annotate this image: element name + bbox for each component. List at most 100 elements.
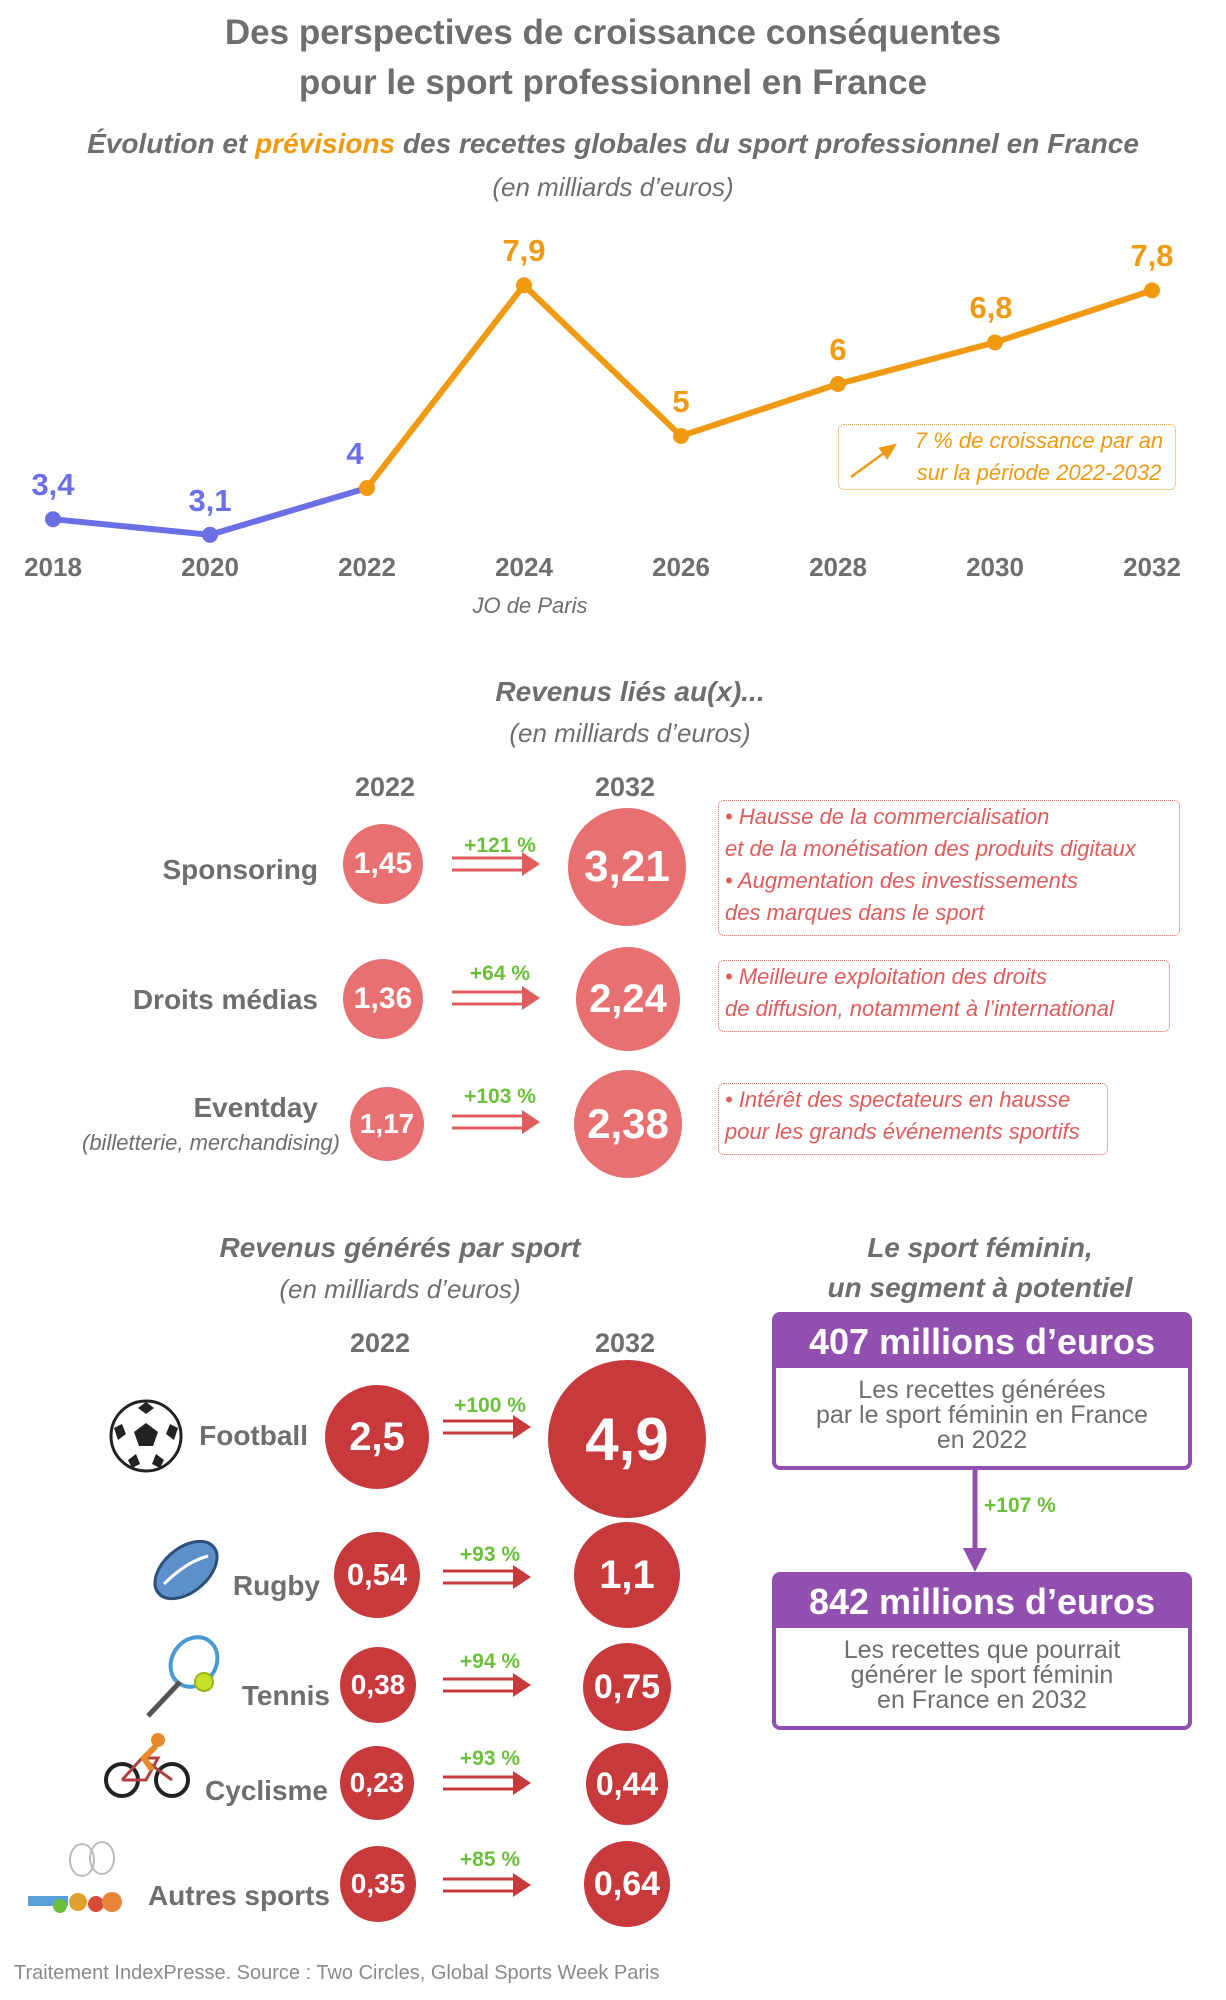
data-label-2024: 7,9 xyxy=(502,233,546,269)
sport-2032-autres: 0,64 xyxy=(584,1841,670,1927)
feminin-growth: +107 % xyxy=(984,1494,1056,1517)
sport-2022-football: 2,5 xyxy=(325,1385,429,1489)
x-annotation-jo: JO de Paris xyxy=(472,593,588,618)
feminin-box-2032-head: 842 millions d’euros xyxy=(776,1576,1188,1628)
sport-2022-tennis: 0,38 xyxy=(340,1647,416,1723)
growth-callout-line1: 7 % de croissance par an xyxy=(914,428,1164,453)
x-tick-2032: 2032 xyxy=(1123,552,1181,582)
x-tick-2024: 2024 xyxy=(495,552,553,582)
chart-subtitle-part1: Évolution et xyxy=(87,128,256,159)
feminin-box-2022-line2: par le sport féminin en France xyxy=(815,1401,1149,1429)
data-point-2018 xyxy=(45,511,61,528)
growth-droits-medias: +64 % xyxy=(469,962,531,985)
page-title-line1: Des perspectives de croissance conséquen… xyxy=(224,13,1002,52)
revenue-sublabel-eventday: (billetterie, merchandising) xyxy=(82,1130,340,1155)
data-label-2030: 6,8 xyxy=(969,290,1013,326)
page-title-line2: pour le sport professionnel en France xyxy=(298,63,928,102)
arrow-right-icon xyxy=(443,1565,531,1589)
data-point-2020 xyxy=(202,526,218,543)
chart-subtitle-part2: des recettes globales du sport professio… xyxy=(395,128,1139,159)
x-tick-2026: 2026 xyxy=(652,552,710,582)
sport-label-autres: Autres sports xyxy=(147,1880,330,1911)
note-sponsoring-line1: • Hausse de la commercialisation xyxy=(725,804,1050,829)
arrow-right-icon xyxy=(443,1873,531,1897)
note-sponsoring-line2: et de la monétisation des produits digit… xyxy=(725,836,1136,861)
feminin-box-2022-head: 407 millions d’euros xyxy=(776,1316,1188,1368)
sport-revenue-unit: (en milliards d’euros) xyxy=(279,1274,521,1304)
arrow-right-icon xyxy=(452,986,540,1010)
note-droits-medias: • Meilleure exploitation des droits de d… xyxy=(718,960,1170,1032)
sport-growth-football: +100 % xyxy=(454,1394,526,1417)
feminin-box-2022: 407 millions d’euros Les recettes généré… xyxy=(772,1312,1192,1470)
data-label-2028: 6 xyxy=(829,332,847,367)
rugby-ball-icon xyxy=(153,1539,219,1601)
sport-2022-autres: 0,35 xyxy=(340,1846,416,1922)
revenue-label-sponsoring: Sponsoring xyxy=(162,854,318,885)
note-sponsoring-line4: des marques dans le sport xyxy=(725,900,985,925)
value-2032-sponsoring: 3,21 xyxy=(568,808,686,926)
feminin-box-2032-line3: en France en 2032 xyxy=(877,1686,1087,1714)
value-2022-droits-medias: 1,36 xyxy=(343,959,423,1039)
chart-subtitle-highlight: prévisions xyxy=(255,128,396,159)
value-2032-eventday: 2,38 xyxy=(574,1070,682,1178)
x-tick-2028: 2028 xyxy=(809,552,867,582)
feminin-title-line1: Le sport féminin, xyxy=(867,1232,1093,1263)
sport-growth-cyclisme: +93 % xyxy=(459,1747,521,1770)
growth-callout: 7 % de croissance par an sur la période … xyxy=(838,424,1176,490)
revenue-label-droits-medias: Droits médias xyxy=(132,984,318,1015)
sport-2032-football: 4,9 xyxy=(548,1360,706,1518)
feminin-box-2022-line3: en 2022 xyxy=(936,1426,1028,1454)
value-2022-sponsoring: 1,45 xyxy=(343,824,423,904)
sport-2022-rugby: 0,54 xyxy=(334,1532,420,1618)
value-2032-droits-medias: 2,24 xyxy=(576,947,680,1051)
data-label-2026: 5 xyxy=(672,384,690,419)
arrow-right-icon xyxy=(443,1771,531,1795)
chart-unit: (en milliards d’euros) xyxy=(492,172,734,202)
feminin-box-2022-line1: Les recettes générées xyxy=(858,1376,1106,1404)
feminin-box-2032-line1: Les recettes que pourrait xyxy=(843,1636,1121,1664)
note-eventday: • Intérêt des spectateurs en hausse pour… xyxy=(718,1083,1108,1155)
note-droits-medias-line2: de diffusion, notamment à l’internationa… xyxy=(725,996,1114,1021)
football-icon xyxy=(109,1399,183,1473)
feminin-title-line2: un segment à potentiel xyxy=(827,1272,1133,1303)
x-tick-2030: 2030 xyxy=(966,552,1024,582)
trend-arrow-icon xyxy=(850,443,898,479)
growth-eventday: +103 % xyxy=(464,1085,536,1108)
sport-revenue-title: Revenus générés par sport xyxy=(219,1232,581,1263)
growth-sponsoring: +121 % xyxy=(464,834,536,857)
x-tick-2018: 2018 xyxy=(24,552,82,582)
sport-2032-cyclisme: 0,44 xyxy=(586,1743,668,1825)
x-tick-2022: 2022 xyxy=(338,552,396,582)
arrow-right-icon xyxy=(443,1673,531,1697)
x-tick-2020: 2020 xyxy=(181,552,239,582)
note-droits-medias-line1: • Meilleure exploitation des droits xyxy=(725,964,1047,989)
sport-label-tennis: Tennis xyxy=(241,1680,330,1711)
data-point-2030 xyxy=(987,334,1003,351)
data-label-2018: 3,4 xyxy=(31,467,75,503)
sport-2022-cyclisme: 0,23 xyxy=(340,1746,414,1820)
sport-col-2032: 2032 xyxy=(594,1328,656,1358)
feminin-box-2032: 842 millions d’euros Les recettes que po… xyxy=(772,1572,1192,1730)
sports-equipment-icon xyxy=(28,1841,122,1913)
feminin-box-2032-line2: générer le sport féminin xyxy=(850,1661,1114,1689)
revenue-type-col-2032: 2032 xyxy=(594,772,656,802)
data-label-2032: 7,8 xyxy=(1130,238,1174,274)
line-chart xyxy=(45,277,1160,543)
data-label-2020: 3,1 xyxy=(188,482,232,518)
revenue-type-title: Revenus liés au(x)... xyxy=(495,676,765,707)
sport-col-2022: 2022 xyxy=(349,1328,411,1358)
sport-growth-autres: +85 % xyxy=(459,1848,521,1871)
growth-callout-line2: sur la période 2022-2032 xyxy=(916,460,1162,485)
sport-label-cyclisme: Cyclisme xyxy=(205,1775,328,1806)
revenue-type-col-2022: 2022 xyxy=(354,772,416,802)
revenue-label-eventday: Eventday xyxy=(193,1092,319,1123)
value-2022-eventday: 1,17 xyxy=(350,1087,424,1161)
sport-2032-tennis: 0,75 xyxy=(583,1643,671,1731)
note-eventday-line1: • Intérêt des spectateurs en hausse xyxy=(725,1087,1071,1112)
note-eventday-line2: pour les grands événements sportifs xyxy=(725,1119,1080,1144)
sport-label-rugby: Rugby xyxy=(232,1570,320,1601)
sport-growth-rugby: +93 % xyxy=(459,1543,521,1566)
source-footer: Traitement IndexPresse. Source : Two Cir… xyxy=(14,1962,660,1984)
data-point-2024 xyxy=(516,277,532,294)
revenue-type-unit: (en milliards d’euros) xyxy=(509,718,751,748)
